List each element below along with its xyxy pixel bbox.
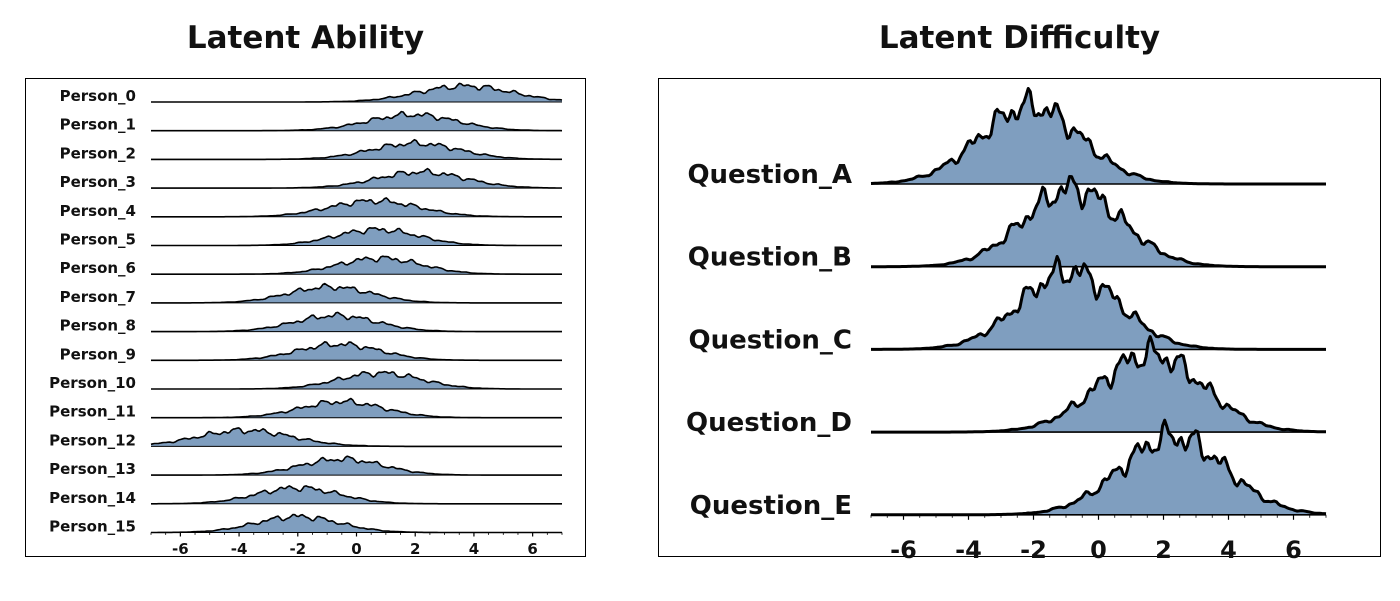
series-label: Person_2 [60, 144, 136, 162]
density-area [871, 176, 1326, 267]
x-tick-label: -4 [231, 540, 248, 558]
x-tick-label: 2 [1155, 536, 1172, 564]
series-label: Person_11 [49, 403, 136, 421]
right-chart-title: Latent Difficulty [878, 20, 1161, 56]
density-area [151, 168, 562, 189]
density-area [871, 88, 1326, 184]
density-area [151, 197, 562, 217]
series-label: Person_15 [49, 518, 136, 536]
density-area [871, 256, 1326, 350]
density-area [151, 427, 562, 447]
left-chart-title: Latent Ability [186, 20, 425, 56]
series-label: Person_4 [60, 202, 136, 220]
density-area [151, 485, 562, 504]
density-area [151, 139, 562, 160]
density-area [871, 420, 1326, 515]
density-area [151, 83, 562, 102]
x-tick-label: -6 [172, 540, 189, 558]
density-area [151, 398, 562, 418]
x-tick-label: 0 [1090, 536, 1107, 564]
series-label: Person_14 [49, 489, 136, 507]
x-tick-label: -6 [890, 536, 917, 564]
density-area [151, 256, 562, 275]
density-area [151, 341, 562, 361]
series-label: Person_9 [60, 345, 136, 363]
density-area [151, 227, 562, 246]
series-label: Person_5 [60, 231, 136, 249]
x-tick-label: 4 [469, 540, 479, 558]
series-label: Question_B [688, 243, 852, 273]
x-tick-label: -4 [955, 536, 982, 564]
series-label: Person_12 [49, 431, 136, 449]
series-label: Question_D [686, 408, 852, 438]
density-area [151, 312, 562, 332]
difficulty-ridgeline-chart: Question_A Question_B Question_C Question_D… [686, 87, 1327, 564]
series-label: Person_1 [60, 116, 136, 134]
density-area [151, 371, 562, 389]
series-label: Person_7 [60, 288, 136, 306]
x-tick-label: 6 [527, 540, 537, 558]
series-label: Person_10 [49, 374, 136, 392]
series-label: Person_13 [49, 460, 136, 478]
series-label: Person_3 [60, 173, 136, 191]
x-tick-label: 6 [1285, 536, 1302, 564]
x-tick-label: -2 [1020, 536, 1047, 564]
density-area [151, 514, 562, 533]
x-tick-label: 0 [351, 540, 361, 558]
series-label: Question_E [690, 491, 852, 521]
series-label: Question_C [688, 325, 852, 355]
x-tick-label: 2 [410, 540, 420, 558]
density-area [151, 456, 562, 476]
series-label: Question_A [687, 160, 852, 190]
density-area [871, 336, 1326, 433]
ability-ridgeline-chart: Person_0 Person_1 Person_2 Person_3 Person_4… [49, 82, 563, 558]
series-label: Person_8 [60, 317, 136, 335]
series-label: Person_6 [60, 259, 136, 277]
density-area [151, 283, 562, 303]
x-tick-label: -2 [289, 540, 306, 558]
x-tick-label: 4 [1220, 536, 1237, 564]
series-label: Person_0 [60, 87, 136, 105]
density-area [151, 111, 562, 131]
